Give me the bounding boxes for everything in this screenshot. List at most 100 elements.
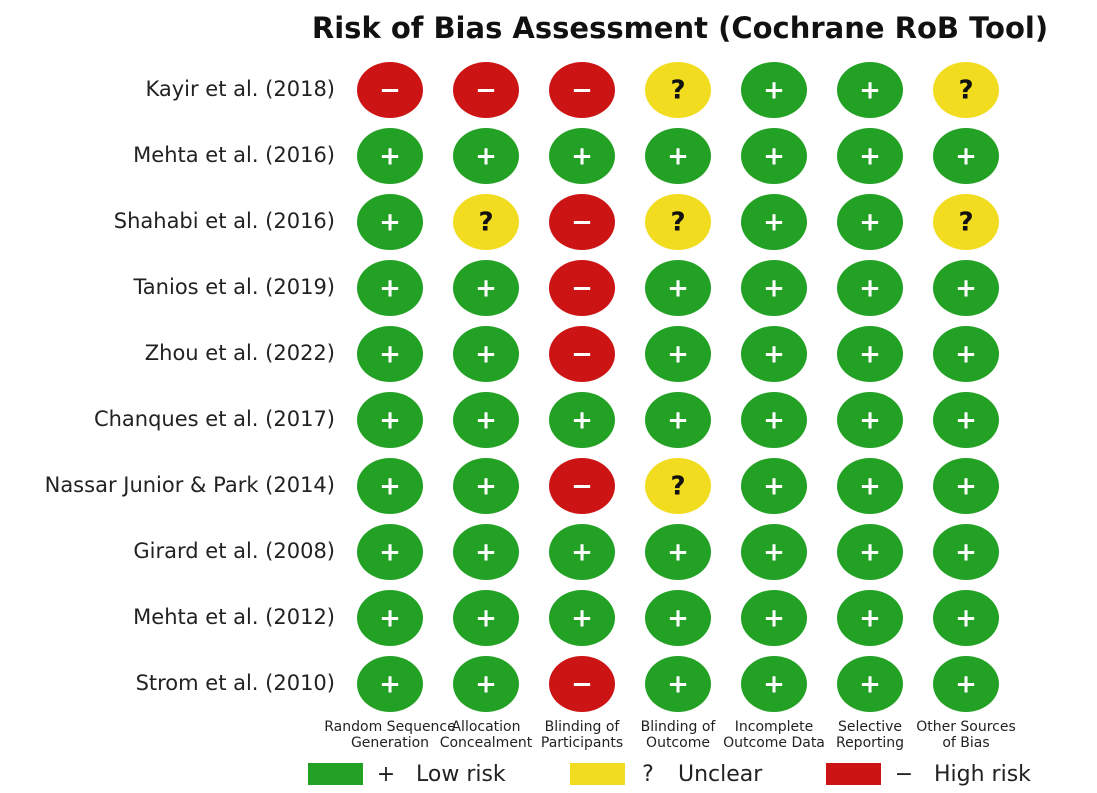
judgment-circle	[357, 326, 423, 382]
judgment-symbol: +	[667, 274, 689, 304]
domain-label: Outcome	[646, 735, 710, 751]
judgment-symbol: +	[379, 670, 401, 700]
judgment-circle	[453, 392, 519, 448]
judgment-symbol: +	[763, 76, 785, 106]
judgment-circle	[837, 524, 903, 580]
judgment-symbol: +	[859, 406, 881, 436]
judgment-circle	[645, 524, 711, 580]
judgment-circle	[357, 128, 423, 184]
judgment-circle	[549, 392, 615, 448]
judgment-symbol: −	[571, 340, 593, 370]
judgment-symbol: +	[475, 670, 497, 700]
judgment-symbol: +	[859, 142, 881, 172]
judgment-symbol: +	[571, 142, 593, 172]
judgment-circle	[549, 128, 615, 184]
judgment-symbol: +	[667, 340, 689, 370]
judgment-symbol: +	[379, 208, 401, 238]
judgment-circle	[357, 524, 423, 580]
judgment-symbol: +	[667, 406, 689, 436]
judgment-symbol: +	[859, 208, 881, 238]
domain-label: Random Sequence	[324, 719, 455, 735]
judgment-symbol: +	[955, 406, 977, 436]
judgment-symbol: +	[475, 472, 497, 502]
judgment-symbol: +	[379, 340, 401, 370]
judgment-circle	[453, 62, 519, 118]
judgment-circle	[357, 392, 423, 448]
judgment-symbol: +	[379, 406, 401, 436]
legend-label: Unclear	[678, 762, 763, 787]
legend-swatch	[570, 763, 625, 785]
judgment-circle	[933, 62, 999, 118]
judgment-symbol: +	[955, 340, 977, 370]
judgment-circle	[933, 128, 999, 184]
judgment-symbol: +	[763, 208, 785, 238]
judgment-symbol: ?	[958, 208, 973, 238]
judgment-circle	[549, 590, 615, 646]
judgment-circle	[933, 524, 999, 580]
legend-symbol: +	[377, 762, 395, 787]
judgment-circle	[741, 458, 807, 514]
judgment-circle	[933, 392, 999, 448]
judgment-circle	[645, 194, 711, 250]
domain-label: Other Sources	[916, 719, 1016, 735]
judgment-circle	[837, 62, 903, 118]
domain-label: Reporting	[836, 735, 904, 751]
judgment-circle	[933, 326, 999, 382]
domain-label: of Bias	[942, 735, 989, 751]
judgment-symbol: +	[379, 274, 401, 304]
judgment-circle	[549, 524, 615, 580]
judgment-symbol: +	[379, 472, 401, 502]
judgment-symbol: +	[379, 538, 401, 568]
judgment-symbol: +	[859, 604, 881, 634]
judgment-symbol: +	[859, 472, 881, 502]
judgment-circle	[453, 458, 519, 514]
judgment-circle	[357, 590, 423, 646]
judgment-circle	[549, 194, 615, 250]
study-label: Tanios et al. (2019)	[132, 275, 335, 299]
study-label: Girard et al. (2008)	[133, 539, 335, 563]
domain-label: Concealment	[440, 735, 533, 751]
judgment-symbol: +	[475, 406, 497, 436]
judgment-symbol: +	[955, 604, 977, 634]
judgment-circle	[933, 194, 999, 250]
judgment-circle	[357, 194, 423, 250]
judgment-symbol: +	[763, 406, 785, 436]
judgment-symbol: +	[859, 274, 881, 304]
judgment-circle	[645, 458, 711, 514]
study-label: Chanques et al. (2017)	[94, 407, 335, 431]
judgment-circle	[453, 128, 519, 184]
judgment-circle	[645, 656, 711, 712]
judgment-symbol: +	[667, 142, 689, 172]
legend-label: Low risk	[416, 762, 506, 787]
judgment-symbol: +	[571, 538, 593, 568]
judgment-symbol: +	[859, 538, 881, 568]
judgment-circle	[837, 194, 903, 250]
judgment-symbol: +	[475, 604, 497, 634]
judgment-circle	[741, 128, 807, 184]
judgment-symbol: −	[571, 208, 593, 238]
domain-label: Blinding of	[545, 719, 621, 735]
judgment-symbol: +	[667, 670, 689, 700]
judgment-circle	[453, 656, 519, 712]
judgment-circle	[741, 590, 807, 646]
domain-label: Generation	[351, 735, 429, 751]
judgment-symbol: +	[379, 604, 401, 634]
judgment-circle	[933, 260, 999, 316]
judgment-symbol: ?	[958, 76, 973, 106]
domain-label: Outcome Data	[723, 735, 825, 751]
judgment-symbol: −	[571, 472, 593, 502]
judgment-circle	[453, 194, 519, 250]
legend-swatch	[308, 763, 363, 785]
judgment-symbol: +	[955, 670, 977, 700]
judgment-circle	[549, 326, 615, 382]
judgment-symbol: +	[475, 340, 497, 370]
study-label: Zhou et al. (2022)	[145, 341, 335, 365]
judgment-circle	[933, 656, 999, 712]
judgment-circle	[453, 260, 519, 316]
judgment-symbol: ?	[670, 208, 685, 238]
judgment-symbol: +	[859, 340, 881, 370]
study-label: Shahabi et al. (2016)	[114, 209, 335, 233]
judgment-circle	[741, 62, 807, 118]
judgment-symbol: −	[571, 274, 593, 304]
legend-swatch	[826, 763, 881, 785]
